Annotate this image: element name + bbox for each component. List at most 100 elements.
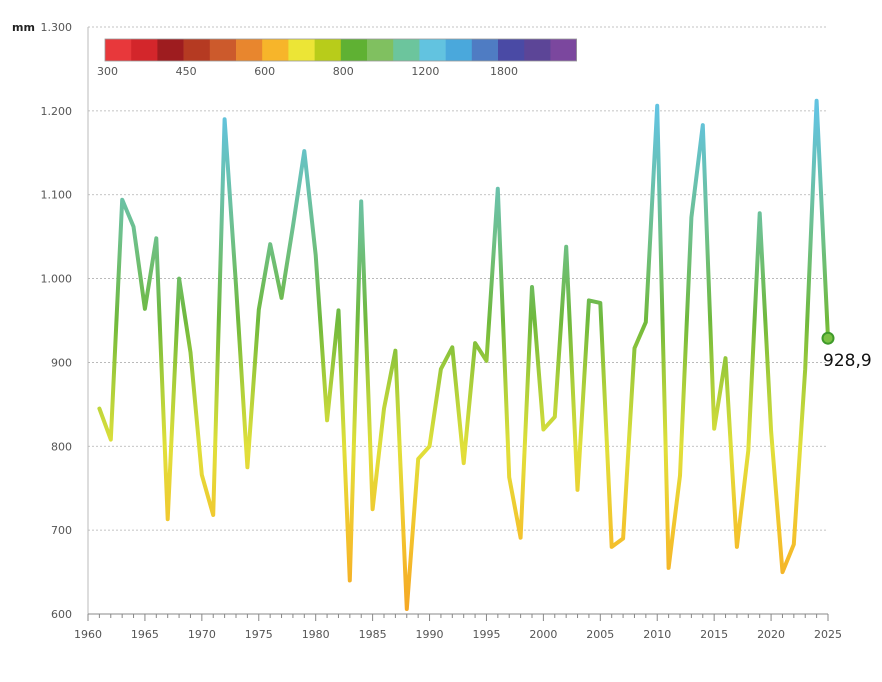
last-data-point[interactable] [821, 331, 835, 345]
last-value-label: 928,9 [823, 351, 872, 371]
x-tick-label: 1980 [302, 628, 330, 641]
colorbar-swatch [393, 39, 420, 61]
data-point [314, 253, 318, 257]
precipitation-series-line [97, 98, 830, 611]
data-point [132, 225, 136, 229]
data-point [416, 457, 420, 461]
data-point [188, 350, 192, 354]
x-tick-label: 2000 [529, 628, 557, 641]
colorbar-swatch [340, 39, 368, 61]
data-point [724, 356, 728, 360]
data-point [553, 415, 557, 419]
data-point [564, 245, 568, 249]
y-tick-label: 900 [51, 356, 72, 369]
data-point [792, 542, 796, 546]
data-point [393, 349, 397, 353]
data-point [245, 465, 249, 469]
colorbar-label: 1200 [411, 65, 439, 78]
data-point [257, 308, 261, 312]
colorbar-swatch [262, 39, 289, 61]
x-tick-label: 2015 [700, 628, 728, 641]
colorbar-border [104, 38, 578, 62]
data-point [120, 198, 124, 202]
x-tick-label: 2020 [757, 628, 785, 641]
data-point [758, 211, 762, 215]
data-point [701, 123, 705, 127]
colorbar-swatch [209, 39, 237, 61]
colorbar-swatch [498, 39, 525, 61]
data-point [359, 199, 363, 203]
y-tick-label: 1.000 [41, 273, 73, 286]
colorbar-swatch [314, 39, 342, 61]
data-point [166, 517, 170, 521]
data-point [484, 359, 488, 363]
data-point [541, 428, 545, 432]
series-line-group [97, 98, 830, 611]
data-point [587, 298, 591, 302]
x-tick-label: 1975 [245, 628, 273, 641]
data-point [428, 444, 432, 448]
colorbar-swatch [183, 39, 211, 61]
data-point [143, 307, 147, 311]
data-point [735, 545, 739, 549]
data-point [667, 566, 671, 570]
colorbar-swatch [131, 39, 158, 61]
x-tick-label: 2025 [814, 628, 842, 641]
colorbar-swatch [419, 39, 446, 61]
data-point [632, 346, 636, 350]
data-point [154, 236, 158, 240]
y-tick-label: 1.300 [41, 21, 73, 34]
x-tick-label: 2010 [643, 628, 671, 641]
colorbar-swatch [105, 39, 132, 61]
data-point [291, 225, 295, 229]
data-point [200, 473, 204, 477]
data-point [371, 507, 375, 511]
data-point [712, 427, 716, 431]
y-axis: 600 700 800 900 1.000 1.100 1.200 1.300 [41, 21, 89, 621]
colorbar-label: 300 [97, 65, 118, 78]
data-point [177, 277, 181, 281]
x-tick-label: 1995 [472, 628, 500, 641]
colorbar-label: 450 [176, 65, 197, 78]
data-point [325, 418, 329, 422]
data-point [689, 215, 693, 219]
data-point [234, 283, 238, 287]
data-point [211, 513, 215, 517]
data-point [496, 187, 500, 191]
data-point [644, 320, 648, 324]
y-tick-label: 1.200 [41, 105, 73, 118]
data-point [815, 99, 819, 103]
colorbar-swatch [550, 39, 577, 61]
data-point [405, 607, 409, 611]
data-point [382, 407, 386, 411]
data-point [450, 345, 454, 349]
data-point [348, 578, 352, 582]
data-point [803, 367, 807, 371]
colorbar-swatch [157, 39, 184, 61]
y-tick-label: 800 [51, 440, 72, 453]
x-tick-label: 2005 [586, 628, 614, 641]
colorbar-swatch [367, 39, 394, 61]
data-point [268, 242, 272, 246]
data-point [610, 545, 614, 549]
data-point [462, 461, 466, 465]
data-point [530, 285, 534, 289]
x-axis: 1960 1965 1970 1975 1980 1985 1990 1995 2000 2005… [74, 613, 842, 641]
colorbar-label: 600 [254, 65, 275, 78]
data-point [302, 149, 306, 153]
data-point [507, 475, 511, 479]
data-point [621, 537, 625, 541]
data-point [439, 367, 443, 371]
colorbar-swatch [524, 39, 551, 61]
y-tick-label: 1.100 [41, 189, 73, 202]
data-point [678, 474, 682, 478]
data-point [519, 536, 523, 540]
x-tick-label: 1990 [416, 628, 444, 641]
data-point [97, 407, 101, 411]
colorbar-swatch [445, 39, 473, 61]
colorbar-legend: 300 450 600 800 1200 1800 [97, 38, 578, 78]
data-point [780, 570, 784, 574]
y-tick-label: 600 [51, 608, 72, 621]
data-point [576, 488, 580, 492]
